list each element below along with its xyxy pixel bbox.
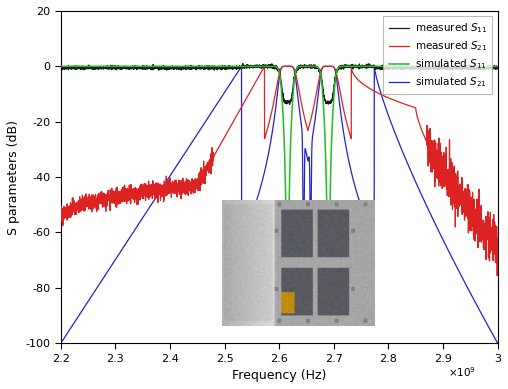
simulated $S_{11}$ xyxy=(58,64,64,68)
measured $S_{11}$ xyxy=(240,61,246,66)
simulated $S_{21}$ xyxy=(375,82,382,86)
simulated $S_{11}$ xyxy=(494,64,500,68)
Line: simulated $S_{11}$: simulated $S_{11}$ xyxy=(61,66,497,205)
simulated $S_{11}$ xyxy=(283,202,289,207)
measured $S_{11}$ xyxy=(245,63,251,68)
measured $S_{11}$ xyxy=(266,65,272,69)
measured $S_{11}$ xyxy=(241,65,247,69)
measured $S_{11}$ xyxy=(58,65,64,69)
simulated $S_{21}$ xyxy=(241,230,247,235)
simulated $S_{11}$ xyxy=(481,64,487,68)
Text: $\times10^{9}$: $\times10^{9}$ xyxy=(448,366,477,379)
Line: simulated $S_{21}$: simulated $S_{21}$ xyxy=(61,66,497,343)
simulated $S_{21}$ xyxy=(245,222,251,227)
measured $S_{21}$ xyxy=(58,209,64,213)
simulated $S_{21}$ xyxy=(58,341,64,345)
simulated $S_{11}$ xyxy=(375,64,382,68)
measured $S_{11}$ xyxy=(287,102,293,107)
measured $S_{21}$ xyxy=(494,273,500,278)
simulated $S_{11}$ xyxy=(265,64,271,68)
Line: measured $S_{21}$: measured $S_{21}$ xyxy=(61,66,497,276)
measured $S_{11}$ xyxy=(494,66,500,71)
measured $S_{21}$ xyxy=(265,123,271,128)
simulated $S_{21}$ xyxy=(481,317,487,321)
measured $S_{11}$ xyxy=(375,65,382,69)
measured $S_{21}$ xyxy=(481,227,487,232)
simulated $S_{21}$ xyxy=(326,64,332,68)
Line: measured $S_{11}$: measured $S_{11}$ xyxy=(61,64,497,104)
simulated $S_{11}$ xyxy=(459,64,465,68)
simulated $S_{21}$ xyxy=(459,276,465,280)
Legend: measured $S_{11}$, measured $S_{21}$, simulated $S_{11}$, simulated $S_{21}$: measured $S_{11}$, measured $S_{21}$, si… xyxy=(384,16,492,94)
measured $S_{21}$ xyxy=(241,100,247,104)
simulated $S_{21}$ xyxy=(265,152,271,156)
measured $S_{11}$ xyxy=(481,64,487,69)
measured $S_{21}$ xyxy=(375,91,382,95)
measured $S_{11}$ xyxy=(460,65,466,70)
measured $S_{21}$ xyxy=(325,64,331,68)
Y-axis label: S parameters (dB): S parameters (dB) xyxy=(7,119,20,235)
simulated $S_{21}$ xyxy=(494,341,500,345)
measured $S_{21}$ xyxy=(494,236,500,241)
measured $S_{21}$ xyxy=(245,93,251,98)
measured $S_{21}$ xyxy=(459,192,465,197)
simulated $S_{11}$ xyxy=(245,64,251,68)
simulated $S_{11}$ xyxy=(241,64,247,68)
X-axis label: Frequency (Hz): Frequency (Hz) xyxy=(232,369,327,382)
